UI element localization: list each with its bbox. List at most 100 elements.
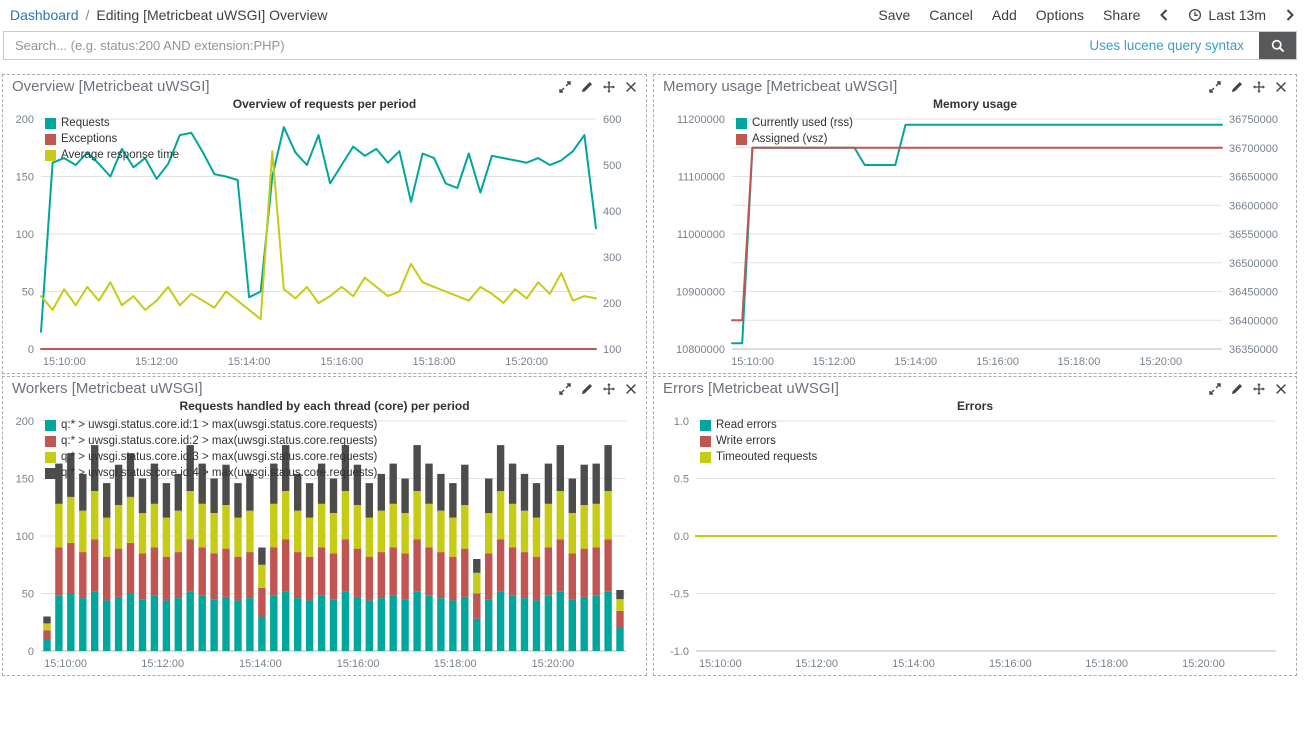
legend-label: Currently used (rss) bbox=[752, 117, 853, 129]
svg-text:15:12:00: 15:12:00 bbox=[813, 356, 856, 368]
expand-button[interactable] bbox=[1209, 81, 1221, 93]
svg-text:0: 0 bbox=[28, 344, 34, 356]
close-button[interactable] bbox=[1275, 383, 1287, 395]
legend-item[interactable]: Currently used (rss) bbox=[736, 115, 853, 131]
legend-swatch bbox=[45, 451, 56, 463]
legend-item[interactable]: Timeouted requests bbox=[700, 449, 817, 465]
legend-item[interactable]: q:* > uwsgi.status.core.id:4 > max(uwsgi… bbox=[45, 465, 377, 481]
svg-text:15:14:00: 15:14:00 bbox=[894, 356, 937, 368]
svg-text:36550000: 36550000 bbox=[1229, 229, 1278, 241]
time-range-label: Last 13m bbox=[1208, 7, 1266, 23]
breadcrumb-dashboard[interactable]: Dashboard bbox=[10, 7, 79, 23]
chart-legend: Requests Exceptions Average response time bbox=[45, 115, 179, 163]
svg-text:15:12:00: 15:12:00 bbox=[795, 658, 838, 670]
chart-canvas: 10800000 10900000 11000000 11100000 11200000… bbox=[656, 111, 1290, 371]
panel-header: Errors [Metricbeat uWSGI] bbox=[654, 377, 1296, 397]
panel-header: Memory usage [Metricbeat uWSGI] bbox=[654, 75, 1296, 95]
legend-swatch bbox=[700, 451, 711, 463]
close-button[interactable] bbox=[625, 383, 637, 395]
panel-tools bbox=[559, 383, 637, 395]
svg-text:15:16:00: 15:16:00 bbox=[320, 356, 363, 368]
svg-text:36450000: 36450000 bbox=[1229, 287, 1278, 299]
edit-button[interactable] bbox=[581, 383, 593, 395]
panel-title: Errors [Metricbeat uWSGI] bbox=[663, 380, 839, 397]
close-button[interactable] bbox=[1275, 81, 1287, 93]
move-button[interactable] bbox=[1253, 383, 1265, 395]
svg-text:15:10:00: 15:10:00 bbox=[699, 658, 742, 670]
search-button[interactable] bbox=[1259, 32, 1296, 59]
legend-item[interactable]: Requests bbox=[45, 115, 179, 131]
pencil-icon bbox=[581, 81, 593, 93]
legend-label: Write errors bbox=[716, 435, 776, 447]
chart-svg: -1.0 -0.5 0.0 0.5 1.0 15:10:00 15:12:00 15:14:0… bbox=[670, 416, 1277, 670]
chart-canvas: -1.0 -0.5 0.0 0.5 1.0 15:10:00 15:12:00 15:14:0… bbox=[656, 413, 1290, 673]
cancel-button[interactable]: Cancel bbox=[929, 7, 973, 23]
svg-text:50: 50 bbox=[22, 589, 34, 601]
svg-text:400: 400 bbox=[603, 206, 621, 218]
time-picker[interactable]: Last 13m bbox=[1188, 7, 1266, 23]
move-button[interactable] bbox=[603, 383, 615, 395]
expand-button[interactable] bbox=[559, 81, 571, 93]
chart-legend: q:* > uwsgi.status.core.id:1 > max(uwsgi… bbox=[45, 417, 377, 481]
save-button[interactable]: Save bbox=[878, 7, 911, 23]
svg-text:0: 0 bbox=[28, 646, 34, 658]
edit-button[interactable] bbox=[1231, 81, 1243, 93]
svg-text:50: 50 bbox=[22, 287, 34, 299]
svg-text:15:16:00: 15:16:00 bbox=[337, 658, 380, 670]
share-button[interactable]: Share bbox=[1103, 7, 1141, 23]
chart-legend: Read errors Write errors Timeouted request… bbox=[700, 417, 817, 465]
svg-text:15:18:00: 15:18:00 bbox=[434, 658, 477, 670]
legend-swatch bbox=[45, 419, 56, 431]
expand-button[interactable] bbox=[559, 383, 571, 395]
legend-swatch bbox=[45, 149, 56, 161]
edit-button[interactable] bbox=[581, 81, 593, 93]
panel-memory-usage: Memory usage [Metricbeat uWSGI] Memory u… bbox=[653, 74, 1297, 374]
close-button[interactable] bbox=[625, 81, 637, 93]
legend-item[interactable]: Assigned (vsz) bbox=[736, 131, 853, 147]
search-input[interactable] bbox=[4, 32, 1090, 59]
legend-swatch bbox=[45, 467, 56, 479]
legend-label: Exceptions bbox=[61, 133, 118, 145]
move-button[interactable] bbox=[603, 81, 615, 93]
chart-title: Errors bbox=[956, 399, 994, 413]
expand-button[interactable] bbox=[1209, 383, 1221, 395]
move-icon bbox=[1253, 383, 1265, 395]
svg-text:15:14:00: 15:14:00 bbox=[239, 658, 282, 670]
chart-title: Requests handled by each thread (core) p… bbox=[179, 399, 470, 413]
expand-icon bbox=[1209, 81, 1221, 93]
svg-text:11100000: 11100000 bbox=[678, 172, 725, 184]
panel-errors: Errors [Metricbeat uWSGI] Errors -1.0 -0.… bbox=[653, 376, 1297, 676]
svg-text:200: 200 bbox=[603, 298, 621, 310]
svg-text:15:18:00: 15:18:00 bbox=[413, 356, 456, 368]
pencil-icon bbox=[581, 383, 593, 395]
expand-icon bbox=[559, 81, 571, 93]
svg-text:100: 100 bbox=[16, 531, 34, 543]
legend-item[interactable]: Write errors bbox=[700, 433, 817, 449]
legend-swatch bbox=[736, 117, 747, 129]
move-button[interactable] bbox=[1253, 81, 1265, 93]
options-button[interactable]: Options bbox=[1035, 7, 1085, 23]
legend-item[interactable]: q:* > uwsgi.status.core.id:2 > max(uwsgi… bbox=[45, 433, 377, 449]
lucene-syntax-link[interactable]: Uses lucene query syntax bbox=[1089, 38, 1244, 53]
legend-item[interactable]: Average response time bbox=[45, 147, 179, 163]
svg-text:15:20:00: 15:20:00 bbox=[531, 658, 574, 670]
time-back-button[interactable] bbox=[1159, 8, 1169, 22]
legend-swatch bbox=[700, 435, 711, 447]
legend-item[interactable]: Read errors bbox=[700, 417, 817, 433]
legend-item[interactable]: q:* > uwsgi.status.core.id:1 > max(uwsgi… bbox=[45, 417, 377, 433]
svg-text:11000000: 11000000 bbox=[677, 229, 725, 241]
svg-text:36350000: 36350000 bbox=[1229, 344, 1278, 356]
panel-tools bbox=[559, 81, 637, 93]
time-forward-button[interactable] bbox=[1285, 8, 1295, 22]
legend-item[interactable]: Exceptions bbox=[45, 131, 179, 147]
legend-item[interactable]: q:* > uwsgi.status.core.id:3 > max(uwsgi… bbox=[45, 449, 377, 465]
svg-text:15:14:00: 15:14:00 bbox=[892, 658, 935, 670]
legend-swatch bbox=[45, 133, 56, 145]
add-button[interactable]: Add bbox=[991, 7, 1017, 23]
edit-button[interactable] bbox=[1231, 383, 1243, 395]
svg-text:10800000: 10800000 bbox=[676, 344, 725, 356]
svg-text:600: 600 bbox=[603, 114, 621, 126]
chart-legend: Currently used (rss) Assigned (vsz) bbox=[736, 115, 853, 147]
chart-svg: 0 50 100 150 200 15:10:00 15:12:00 15:14:00 15:1… bbox=[16, 416, 626, 670]
expand-icon bbox=[1209, 383, 1221, 395]
